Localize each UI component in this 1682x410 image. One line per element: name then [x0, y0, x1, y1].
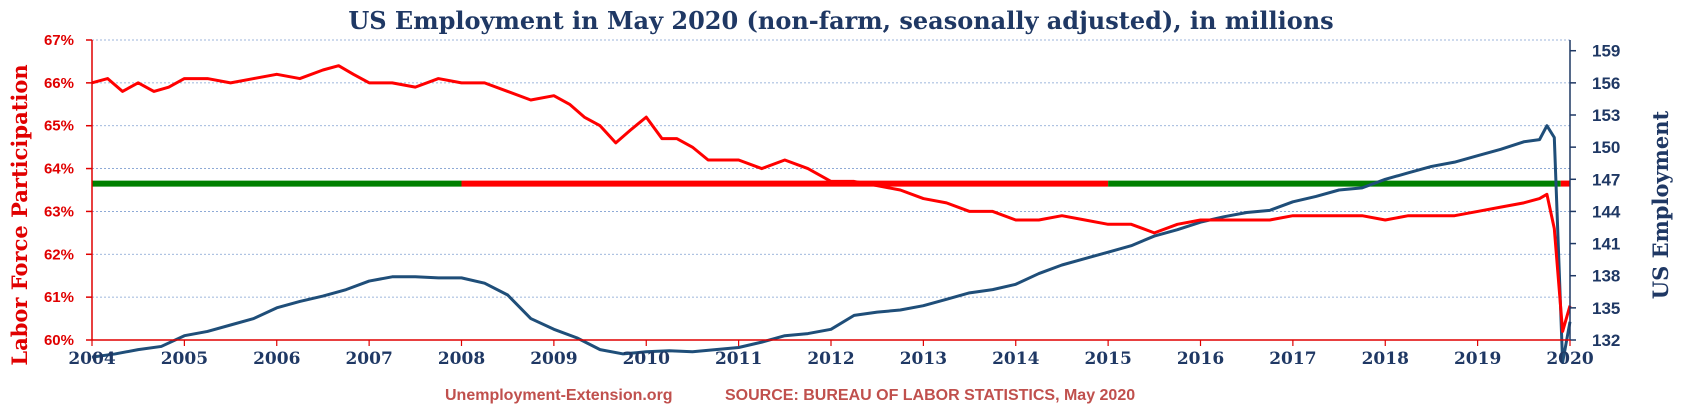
- x-tick-label: 2020: [1546, 349, 1593, 369]
- x-tick-label: 2008: [438, 349, 485, 369]
- x-tick-label: 2019: [1454, 349, 1501, 369]
- y-left-tick-label: 66%: [44, 75, 74, 92]
- x-tick-label: 2004: [68, 349, 115, 369]
- y-left-tick-label: 65%: [44, 118, 74, 135]
- x-tick-label: 2012: [807, 349, 854, 369]
- y-right-tick-label: 156: [1592, 74, 1620, 93]
- x-tick-label: 2007: [345, 349, 392, 369]
- chart-title: US Employment in May 2020 (non-farm, sea…: [348, 6, 1333, 35]
- x-tick-label: 2006: [253, 349, 300, 369]
- y-right-tick-label: 150: [1592, 138, 1620, 157]
- footer-site: Unemployment-Extension.org: [445, 387, 673, 404]
- x-tick-label: 2005: [161, 349, 208, 369]
- x-tick-label: 2018: [1362, 349, 1409, 369]
- y-left-tick-label: 62%: [44, 246, 74, 263]
- x-tick-label: 2016: [1177, 349, 1224, 369]
- y-left-tick-label: 67%: [44, 32, 74, 49]
- x-tick-label: 2011: [715, 349, 762, 369]
- x-tick-label: 2009: [530, 349, 577, 369]
- y-left-tick-label: 60%: [44, 332, 74, 349]
- y-left-tick-label: 61%: [44, 289, 74, 306]
- x-tick-label: 2010: [623, 349, 670, 369]
- x-tick-label: 2014: [992, 349, 1039, 369]
- axes: [86, 39, 1576, 346]
- y-right-tick-label: 141: [1592, 235, 1620, 254]
- x-tick-label: 2017: [1269, 349, 1316, 369]
- series-group: [91, 64, 1572, 364]
- y-right-tick-label: 159: [1592, 42, 1620, 61]
- tick-labels: 60% 61% 62% 63% 64% 65% 66% 67% 132 135 138 141 144 1…: [44, 32, 1621, 369]
- participation-line: [91, 64, 1572, 333]
- y-left-tick-label: 64%: [44, 161, 74, 178]
- y-right-axis-label: US Employment: [1648, 110, 1673, 299]
- y-left-axis-label: Labor Force Participation: [7, 64, 32, 365]
- grid: [92, 39, 1570, 298]
- employment-line: [91, 124, 1572, 364]
- footer-source: SOURCE: BUREAU OF LABOR STATISTICS, May …: [725, 387, 1135, 404]
- y-right-tick-label: 138: [1592, 267, 1620, 286]
- y-right-tick-label: 147: [1592, 170, 1620, 189]
- x-tick-label: 2013: [900, 349, 947, 369]
- y-right-tick-label: 144: [1592, 202, 1621, 221]
- y-right-tick-label: 153: [1592, 106, 1620, 125]
- y-right-tick-label: 135: [1592, 299, 1620, 318]
- y-right-tick-label: 132: [1592, 331, 1620, 350]
- y-left-tick-label: 63%: [44, 203, 74, 220]
- x-tick-label: 2015: [1084, 349, 1131, 369]
